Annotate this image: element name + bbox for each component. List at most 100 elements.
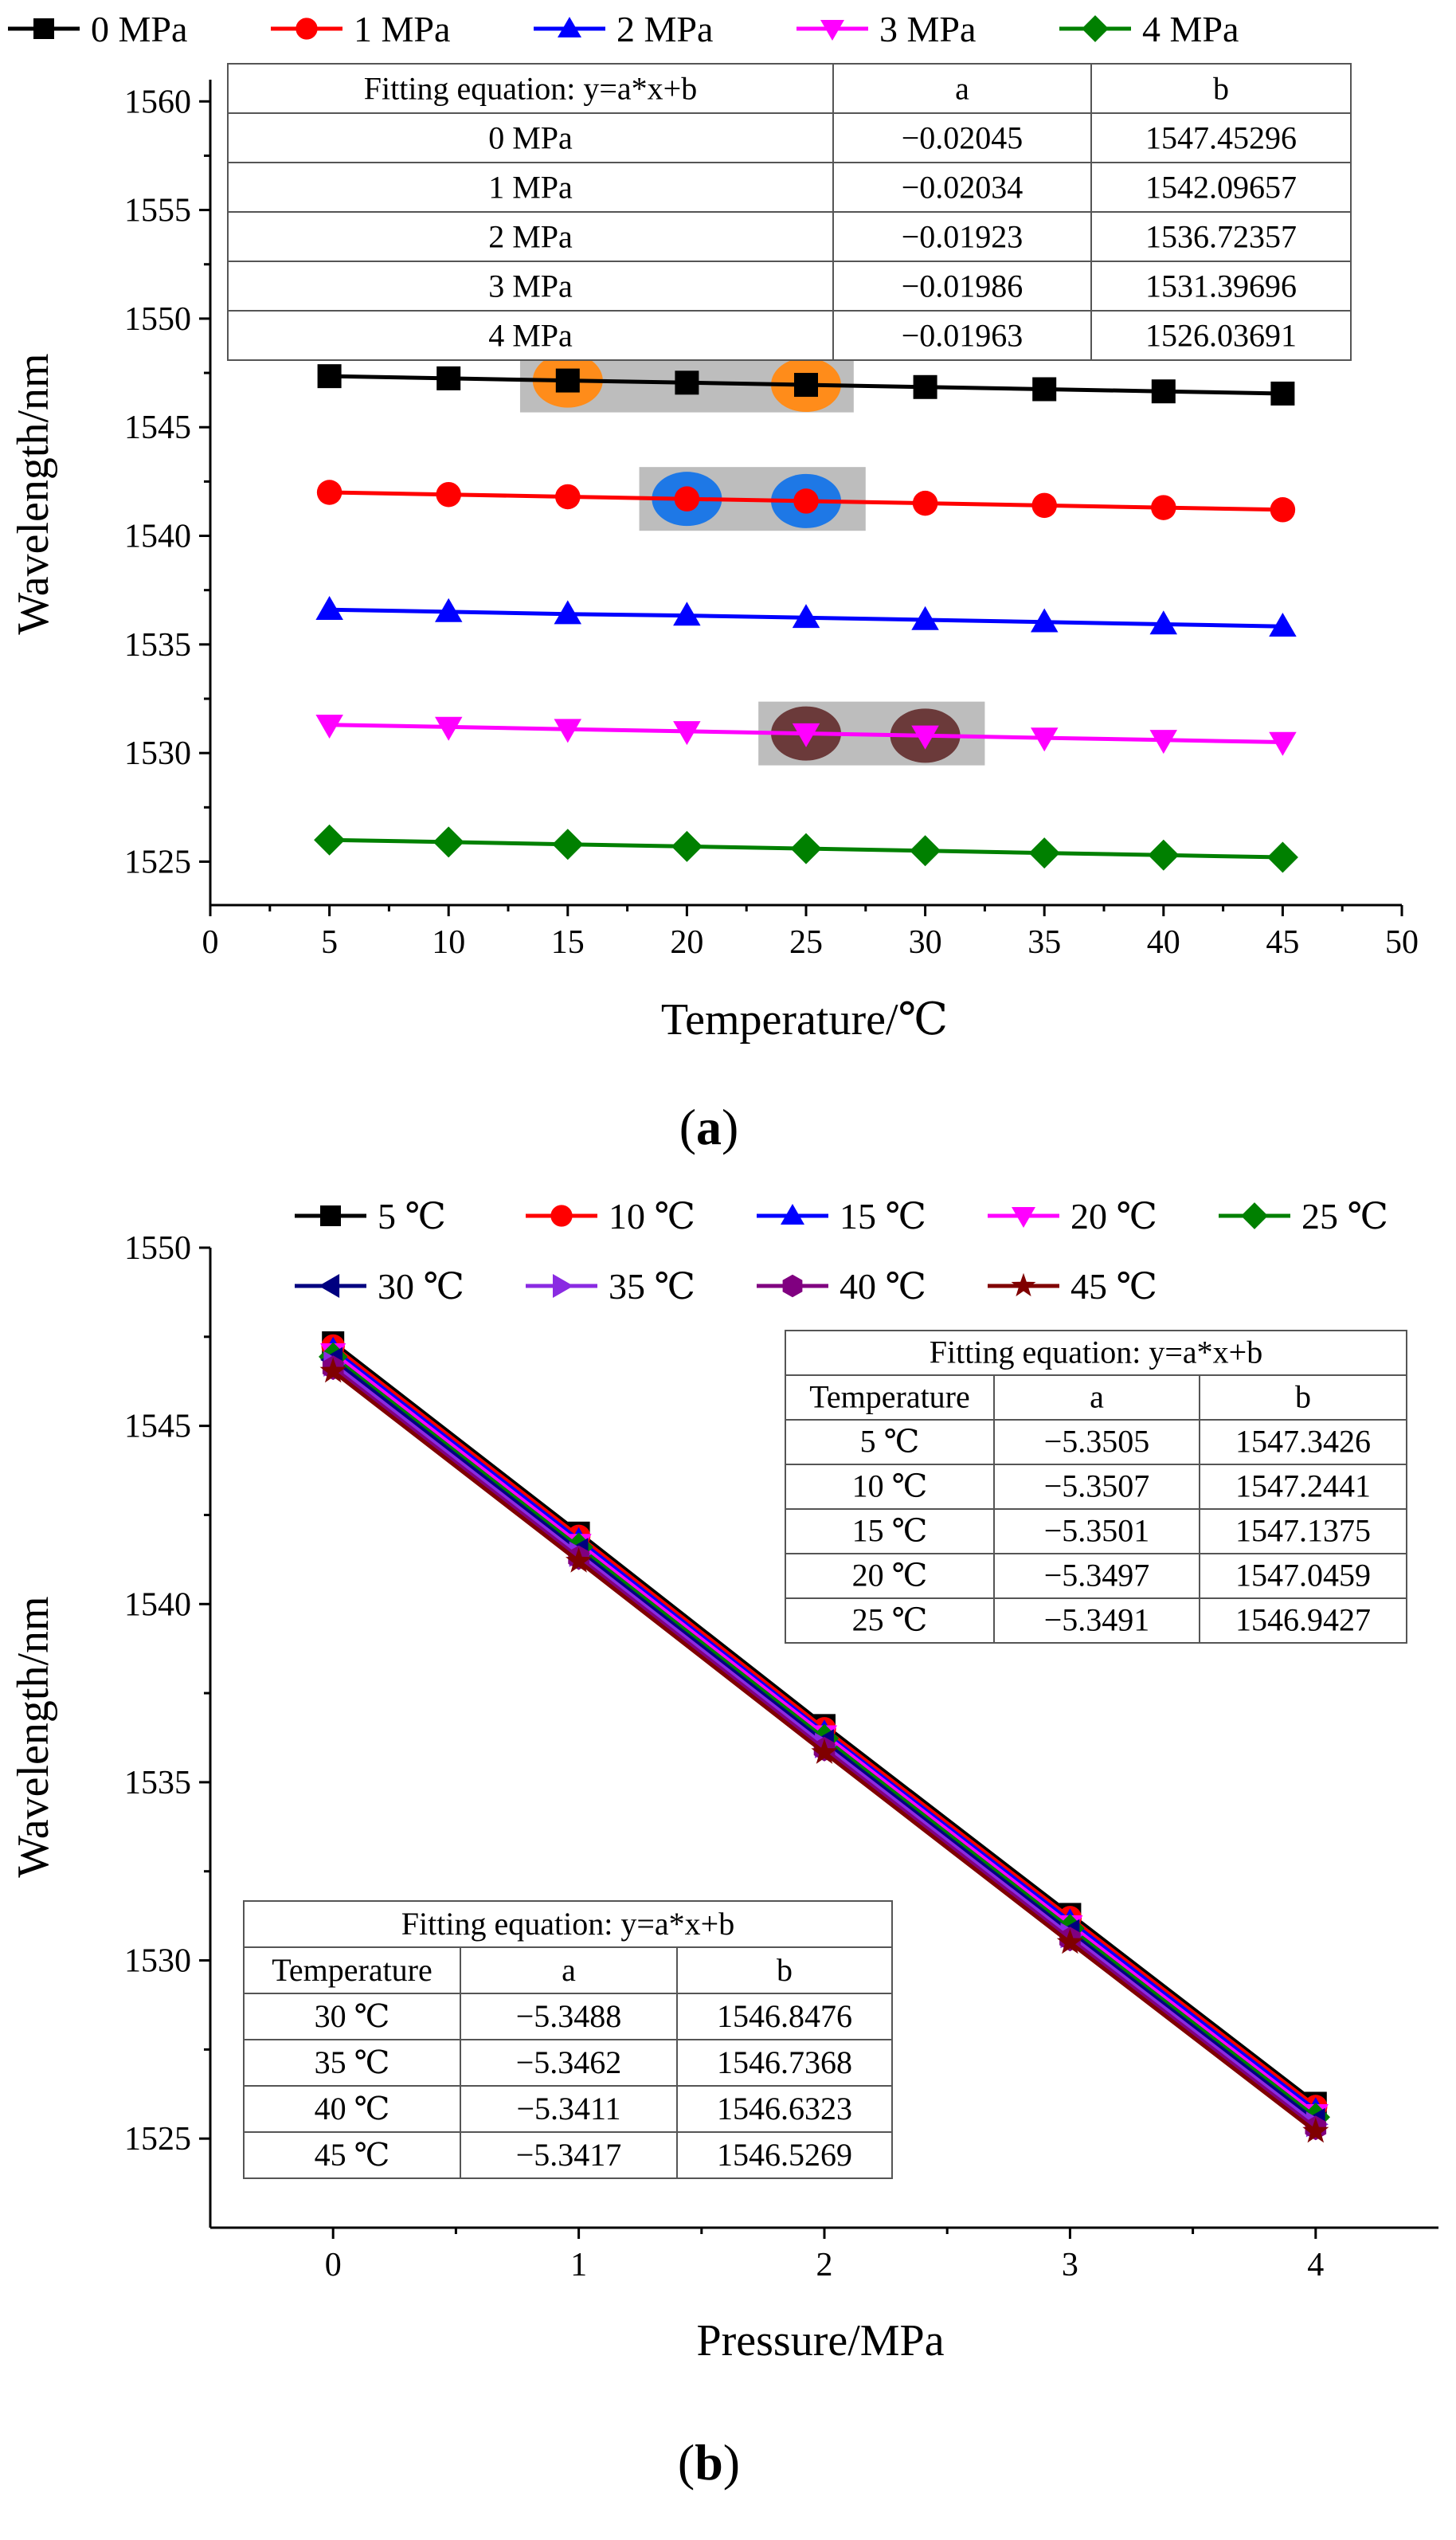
panel-b-bottom-table-cell: 1546.8476	[717, 1998, 852, 2034]
panel-a-point-0-mpa	[794, 373, 818, 398]
panel-b-top-table-cell: −5.3505	[1044, 1423, 1150, 1459]
panel-a-x-tick-label: 10	[432, 924, 465, 961]
panel-a-legend-item-1-mpa: 1 MPa	[271, 9, 450, 49]
panel-a-point-4-mpa	[1148, 839, 1180, 871]
panel-b-legend-label: 15 ℃	[840, 1196, 926, 1237]
panel-b-legend-marker	[319, 1274, 340, 1298]
panel-b-legend-label: 25 ℃	[1301, 1196, 1388, 1237]
panel-a-point-1-mpa	[436, 481, 461, 508]
panel-a-table-cell: 1542.09657	[1145, 170, 1297, 206]
panel-b-bottom-table-cell: −5.3411	[516, 2091, 620, 2126]
panel-b-bottom-table-cell: 1546.6323	[717, 2091, 852, 2126]
panel-b-x-tick-label: 2	[816, 2247, 833, 2283]
panel-a-legend-label: 4 MPa	[1142, 9, 1239, 49]
panel-a-table-cell: 1547.45296	[1145, 120, 1297, 156]
panel-a-y-tick-label: 1545	[124, 410, 191, 446]
panel-a-point-0-mpa	[1151, 379, 1176, 404]
panel-b-top-table-cell: 20 ℃	[852, 1557, 928, 1593]
panel-a-point-0-mpa	[436, 366, 461, 390]
panel-a-series-4-mpa	[314, 824, 1298, 873]
panel-a-x-axis-title: Temperature/℃	[661, 995, 948, 1045]
panel-b-bottom-table-cell: −5.3462	[516, 2044, 622, 2080]
panel-a-x-tick-label: 5	[321, 924, 338, 961]
panel-b-top-table-cell: 1547.1375	[1235, 1512, 1371, 1548]
panel-b-legend-marker	[781, 1204, 804, 1225]
panel-a-point-2-mpa	[554, 600, 581, 625]
panel-b-bottom-table-header-cell: b	[777, 1952, 793, 1988]
panel-a-point-1-mpa	[1031, 492, 1057, 519]
panel-b-top-table-cell: −5.3491	[1044, 1601, 1150, 1637]
panel-a-legend-marker	[296, 18, 318, 40]
panel-a-legend-label: 2 MPa	[616, 9, 713, 49]
panel-a-point-2-mpa	[673, 602, 701, 626]
panel-a-point-4-mpa	[910, 835, 941, 867]
panel-b-bottom-table-cell: 45 ℃	[315, 2137, 390, 2173]
panel-a-label: (a)	[679, 1099, 739, 1155]
panel-b-legend-item-25: 25 ℃	[1219, 1196, 1388, 1237]
panel-b-top-table-cell: 5 ℃	[860, 1423, 920, 1459]
panel-b-top-table-title: Fitting equation: y=a*x+b	[930, 1334, 1262, 1370]
panel-b-x-tick-label: 0	[325, 2247, 342, 2283]
panel-b-top-table-frame	[785, 1330, 1407, 1644]
panel-b-legend-item-20: 20 ℃	[988, 1196, 1157, 1237]
panel-a-point-2-mpa	[435, 598, 463, 622]
panel-b-x-tick-label: 4	[1307, 2247, 1324, 2283]
panel-a-y-tick-label: 1530	[124, 735, 191, 772]
panel-a-x-tick-label: 50	[1385, 924, 1419, 961]
panel-a-point-4-mpa	[790, 833, 822, 864]
panel-a-series-2-mpa	[315, 596, 1297, 637]
panel-b-legend-item-35: 35 ℃	[526, 1266, 695, 1307]
panel-a-y-tick-label: 1550	[124, 301, 191, 338]
panel-a-table-cell: −0.02034	[902, 170, 1024, 206]
panel-a-point-1-mpa	[555, 484, 581, 510]
panel-a-table-cell: −0.01986	[902, 269, 1024, 304]
panel-b-bottom-table-cell: 35 ℃	[315, 2044, 390, 2080]
panel-a-point-0-mpa	[1270, 381, 1295, 406]
panel-a-point-3-mpa	[792, 723, 820, 747]
panel-a-series-1-mpa	[316, 480, 1296, 523]
panel-a-point-0-mpa	[675, 370, 699, 395]
panel-a-legend-marker	[1082, 15, 1109, 42]
panel-a-table-cell: 1531.39696	[1145, 269, 1297, 304]
panel-a-point-2-mpa	[1149, 610, 1177, 635]
panel-b-x-tick-label: 3	[1062, 2247, 1078, 2283]
panel-a-point-4-mpa	[314, 824, 346, 856]
panel-b-legend-label: 10 ℃	[609, 1196, 695, 1237]
panel-a-series	[314, 364, 1298, 873]
panel-b-y-axis-title: Wavelength/nm	[9, 1596, 58, 1877]
panel-a-y-tick-label: 1560	[124, 84, 191, 120]
panel-b-point-45	[1056, 1928, 1083, 1954]
panel-a-series-3-mpa	[315, 715, 1297, 756]
panel-a-y-tick-label: 1535	[124, 627, 191, 664]
panel-a-legend-item-0-mpa: 0 MPa	[8, 9, 187, 49]
panel-a-point-4-mpa	[1028, 837, 1060, 869]
panel-b-top-table-header-cell: a	[1090, 1378, 1104, 1414]
panel-b-bottom-table-cell: 1546.5269	[717, 2137, 852, 2173]
panel-b-top-table-cell: 10 ℃	[852, 1468, 928, 1503]
panel-b-y-tick-label: 1540	[124, 1586, 191, 1623]
panel-b-legend-item-45: 45 ℃	[988, 1266, 1157, 1307]
panel-b-label: (b)	[678, 2434, 740, 2491]
panel-a-point-2-mpa	[792, 604, 820, 629]
panel-a-table-header-cell: a	[955, 71, 969, 107]
panel-a-point-3-mpa	[1149, 730, 1177, 755]
panel-a-point-3-mpa	[315, 715, 343, 739]
panel-a-x-tick-label: 45	[1266, 924, 1299, 961]
panel-a-point-1-mpa	[793, 488, 819, 514]
panel-a-point-4-mpa	[432, 826, 464, 858]
panel-a-point-0-mpa	[1032, 377, 1057, 402]
panel-a-point-4-mpa	[1266, 841, 1298, 873]
panel-b-bottom-table-cell: −5.3488	[516, 1998, 622, 2034]
panel-a-point-1-mpa	[912, 490, 938, 516]
panel-b-series	[319, 1331, 1330, 2143]
panel-a-legend-marker	[33, 18, 54, 39]
panel-a-y-axis-title: Wavelength/nm	[9, 353, 58, 634]
panel-a-table-cell: 1526.03691	[1145, 318, 1297, 354]
panel-a-point-0-mpa	[555, 368, 580, 393]
panel-a-fit-table: Fitting equation: y=a*x+b a b 0 MPa −0.02045…	[227, 63, 1352, 361]
panel-b-legend-marker	[320, 1205, 341, 1226]
panel-a-y-tick-label: 1555	[124, 193, 191, 229]
panel-a-point-1-mpa	[1270, 497, 1296, 523]
panel-b-legend-item-5: 5 ℃	[295, 1196, 446, 1237]
panel-b-legend-item-40: 40 ℃	[757, 1266, 926, 1307]
